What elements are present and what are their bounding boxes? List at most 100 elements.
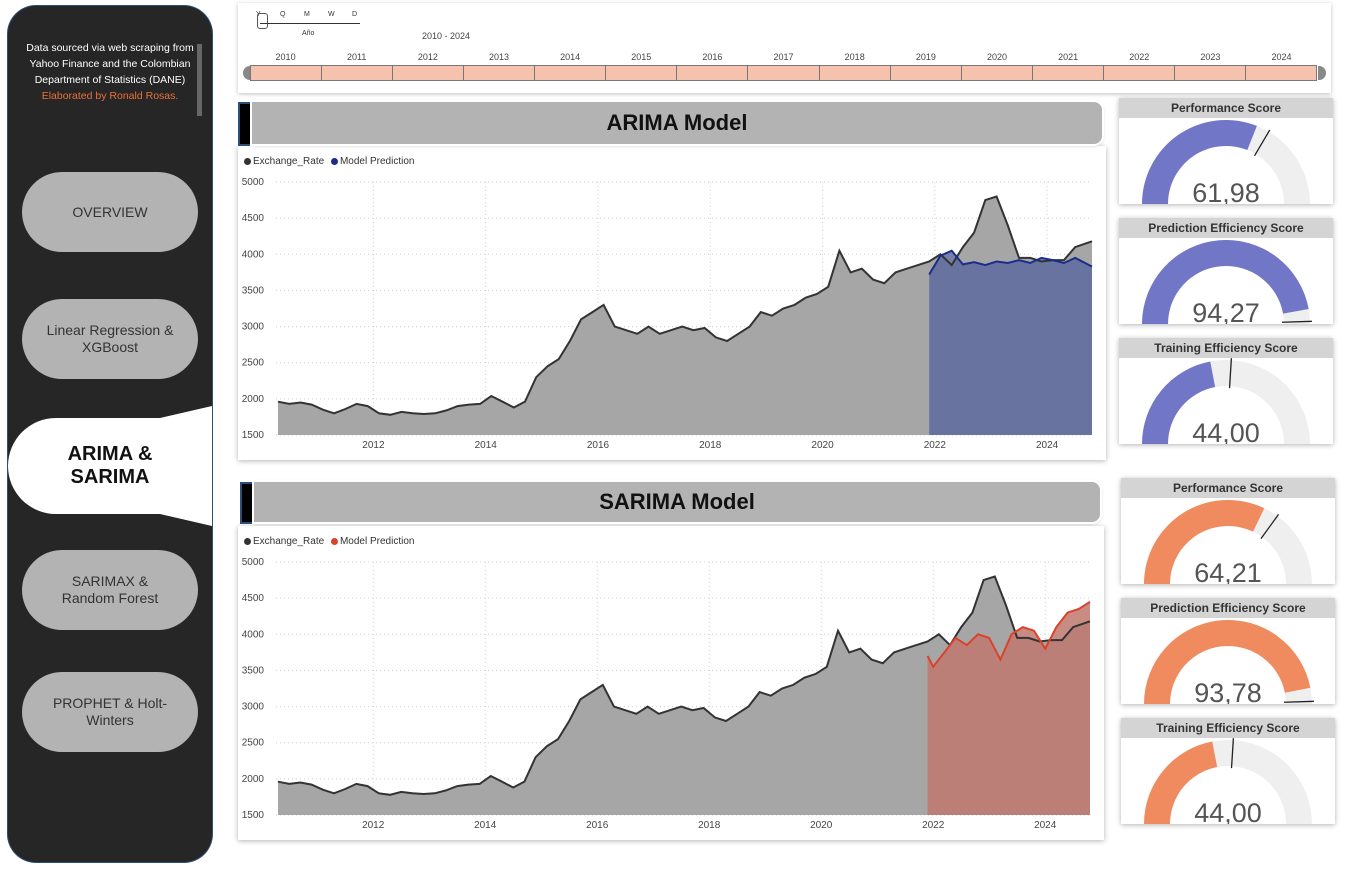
timeline-year-label: 2023 bbox=[1200, 52, 1221, 62]
arima-training-efficiency-gauge[interactable]: Training Efficiency Score 44,00 bbox=[1119, 338, 1333, 444]
timeline-year-cell[interactable] bbox=[820, 66, 891, 80]
nav-linear-regression-button[interactable]: Linear Regression & XGBoost bbox=[22, 299, 198, 379]
sarima-legend: Exchange_Rate Model Prediction bbox=[244, 536, 414, 547]
timeline-year-labels: 2010 2011 2012 2013 2014 2015 2016 2017 2018 2019… bbox=[250, 52, 1317, 62]
sarima-training-efficiency-gauge[interactable]: Training Efficiency Score 44,00 bbox=[1121, 718, 1335, 824]
legend-item[interactable]: Model Prediction bbox=[339, 156, 415, 167]
gauge-target-marker bbox=[1260, 514, 1280, 540]
granularity-week[interactable]: W bbox=[328, 11, 335, 18]
granularity-selected-marker bbox=[257, 13, 268, 29]
x-tick-label: 2018 bbox=[699, 440, 722, 451]
arima-line-chart[interactable]: 1500 2000 2500 3000 3500 4000 4500 5000 2012 2014… bbox=[238, 146, 1106, 460]
timeline-year-cell[interactable] bbox=[1175, 66, 1246, 80]
gauge-title: Performance Score bbox=[1121, 478, 1335, 498]
gauge-arc: 94,27 bbox=[1142, 240, 1312, 324]
x-tick-label: 2020 bbox=[810, 820, 833, 831]
x-tick-label: 2024 bbox=[1036, 440, 1059, 451]
legend-item[interactable]: Exchange_Rate bbox=[253, 536, 325, 547]
arima-performance-gauge[interactable]: Performance Score 61,98 bbox=[1119, 98, 1333, 204]
y-tick-label: 2500 bbox=[242, 738, 265, 749]
x-tick-label: 2014 bbox=[474, 820, 497, 831]
source-scrollbar[interactable] bbox=[197, 44, 202, 116]
nav-overview-button[interactable]: OVERVIEW bbox=[22, 172, 198, 252]
timeline-year-cell[interactable] bbox=[1104, 66, 1175, 80]
granularity-year[interactable]: Y bbox=[256, 11, 261, 18]
timeline-year-cell[interactable] bbox=[464, 66, 536, 80]
y-tick-label: 4000 bbox=[242, 629, 265, 640]
timeline-year-label: 2015 bbox=[631, 52, 652, 62]
arima-title: ARIMA Model bbox=[252, 102, 1102, 144]
gauge-arc: 44,00 bbox=[1142, 358, 1310, 444]
granularity-track bbox=[260, 23, 360, 24]
timeline-year-cell[interactable] bbox=[748, 66, 820, 80]
gauge-title: Training Efficiency Score bbox=[1121, 718, 1335, 738]
legend-swatch bbox=[244, 157, 251, 165]
nav-arima-active-button[interactable]: ARIMA & SARIMA bbox=[8, 418, 212, 514]
y-tick-label: 5000 bbox=[242, 557, 265, 568]
timeline-right-handle[interactable] bbox=[1318, 66, 1326, 80]
author-credit: Elaborated by Ronald Rosas. bbox=[41, 90, 179, 102]
gauge-title: Prediction Efficiency Score bbox=[1121, 598, 1335, 618]
x-tick-label: 2022 bbox=[922, 820, 945, 831]
timeline-year-label: 2018 bbox=[844, 52, 865, 62]
nav-label: SARIMAX & Random Forest bbox=[61, 573, 159, 606]
granularity-label: Año bbox=[302, 30, 315, 37]
timeline-bar[interactable] bbox=[250, 65, 1317, 81]
y-tick-label: 2500 bbox=[242, 358, 265, 369]
timeline-year-label: 2017 bbox=[773, 52, 794, 62]
sarima-performance-gauge[interactable]: Performance Score 64,21 bbox=[1121, 478, 1335, 584]
timeline-year-label: 2019 bbox=[915, 52, 936, 62]
y-tick-label: 3000 bbox=[242, 322, 265, 333]
x-tick-label: 2024 bbox=[1034, 820, 1057, 831]
timeline-left-handle[interactable] bbox=[243, 66, 251, 80]
sarima-line-chart[interactable]: 1500 2000 2500 3000 3500 4000 4500 5000 2012 2014… bbox=[238, 526, 1104, 840]
y-tick-label: 2000 bbox=[242, 394, 265, 405]
granularity-quarter[interactable]: Q bbox=[280, 11, 286, 18]
arima-prediction-efficiency-gauge[interactable]: Prediction Efficiency Score 94,27 bbox=[1119, 218, 1333, 324]
gauge-target-marker bbox=[1253, 129, 1271, 157]
y-tick-label: 3500 bbox=[242, 665, 265, 676]
x-tick-label: 2016 bbox=[587, 440, 610, 451]
sarima-prediction-efficiency-gauge[interactable]: Prediction Efficiency Score 93,78 bbox=[1121, 598, 1335, 704]
gauge-value: 93,78 bbox=[1194, 678, 1262, 704]
timeline-range-label: 2010 - 2024 bbox=[422, 31, 471, 41]
x-tick-label: 2012 bbox=[362, 820, 385, 831]
prediction-line bbox=[928, 249, 1093, 276]
timeline-year-label: 2013 bbox=[488, 52, 509, 62]
gauge-value: 64,21 bbox=[1194, 558, 1262, 584]
gauge-arc: 64,21 bbox=[1144, 499, 1312, 584]
legend-item[interactable]: Model Prediction bbox=[339, 536, 415, 547]
granularity-day[interactable]: D bbox=[352, 11, 358, 18]
timeline-year-cell[interactable] bbox=[1246, 66, 1316, 80]
timeline-year-cell[interactable] bbox=[1033, 66, 1104, 80]
y-tick-label: 3000 bbox=[242, 702, 265, 713]
gauge-value: 44,00 bbox=[1192, 418, 1260, 444]
gauge-arc: 61,98 bbox=[1142, 120, 1310, 204]
timeline-year-cell[interactable] bbox=[393, 66, 465, 80]
legend-item[interactable]: Exchange_Rate bbox=[253, 156, 325, 167]
timeline-year-cell[interactable] bbox=[322, 66, 394, 80]
data-source-note: Data sourced via web scraping from Yahoo… bbox=[20, 40, 200, 118]
gauge-arc: 44,00 bbox=[1144, 738, 1312, 824]
timeline-year-label: 2010 bbox=[275, 52, 296, 62]
nav-prophet-button[interactable]: PROPHET & Holt-Winters bbox=[22, 672, 198, 752]
timeline-year-cell[interactable] bbox=[962, 66, 1033, 80]
timeline-year-cell[interactable] bbox=[891, 66, 962, 80]
x-tick-label: 2016 bbox=[586, 820, 609, 831]
nav-sarimax-button[interactable]: SARIMAX & Random Forest bbox=[22, 550, 198, 630]
nav-label: ARIMA & SARIMA bbox=[67, 443, 153, 488]
nav-label: Linear Regression & XGBoost bbox=[46, 322, 174, 355]
gauge-fill bbox=[1142, 240, 1309, 324]
gauge-value: 44,00 bbox=[1194, 798, 1262, 824]
granularity-month[interactable]: M bbox=[304, 11, 310, 18]
timeline-year-cell[interactable] bbox=[535, 66, 607, 80]
timeline-year-cell[interactable] bbox=[251, 66, 323, 80]
gauge-fill bbox=[1144, 499, 1265, 584]
exchange-rate-line bbox=[277, 195, 1093, 416]
timeline-year-cell[interactable] bbox=[606, 66, 678, 80]
timeline-year-cell[interactable] bbox=[677, 66, 749, 80]
source-text: Data sourced via web scraping from Yahoo… bbox=[26, 42, 194, 86]
timeline-year-label: 2022 bbox=[1129, 52, 1150, 62]
